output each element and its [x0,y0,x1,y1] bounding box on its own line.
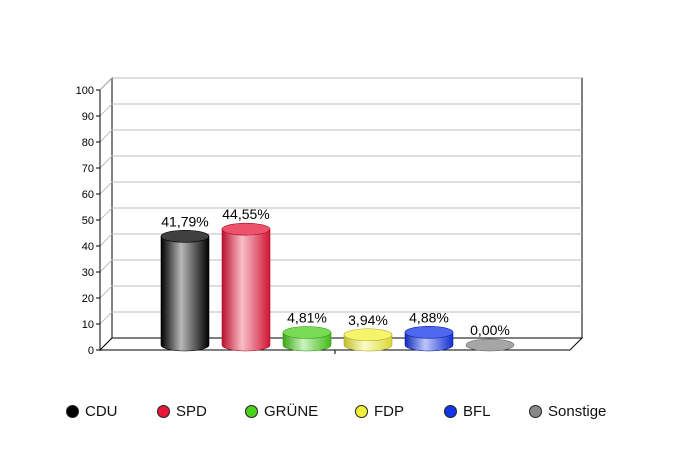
bar-sonstige [465,338,515,352]
legend-item-fdp: FDP [355,400,404,422]
y-tick-label-60: 60 [82,189,94,201]
data-label-sonstige: 0,00% [470,322,510,338]
data-label-bfl: 4,88% [409,309,449,325]
legend: CDU SPD GRÜNE FDP BFL Sonstige [0,400,678,422]
legend-label-spd: SPD [176,402,207,420]
y-tick-label-50: 50 [82,215,94,227]
gridline-100 [99,77,582,91]
gridline-30 [99,259,582,273]
bar-fdp [343,328,393,352]
legend-label-cdu: CDU [85,402,118,420]
gridline-90 [99,103,582,117]
legend-item-bfl: BFL [444,400,491,422]
bar-top-bfl [404,326,454,339]
y-tick-label-70: 70 [82,163,94,175]
bar-top-sonstige [465,338,515,352]
legend-swatch-fdp [355,404,368,418]
legend-swatch-bfl [444,404,457,418]
bar-top-spd [221,222,271,236]
bar-cdu [160,230,210,352]
y-tick-label-90: 90 [82,111,94,123]
y-tick-label-10: 10 [82,319,94,331]
y-tick-label-100: 100 [76,85,94,97]
y-tick-label-0: 0 [88,345,94,357]
y-tick-label-80: 80 [82,137,94,149]
bar-body-spd [221,228,271,352]
legend-label-bfl: BFL [463,402,491,420]
bar-top-fdp [343,328,393,342]
data-label-cdu: 41,79% [161,213,208,229]
bar-bfl [404,326,454,352]
y-tick-label-30: 30 [82,267,94,279]
bar-spd [221,222,271,352]
y-tick-label-20: 20 [82,293,94,305]
gridline-50 [99,207,582,221]
legend-item-gruene: GRÜNE [245,400,318,422]
legend-swatch-cdu [66,404,79,418]
gridline-60 [99,181,582,195]
data-label-fdp: 3,94% [348,312,388,328]
bar-top-gruene [282,326,332,339]
legend-item-sonstige: Sonstige [529,400,606,422]
legend-item-spd: SPD [157,400,207,422]
y-tick-label-40: 40 [82,241,94,253]
legend-label-fdp: FDP [374,402,404,420]
gridline-20 [99,285,582,299]
legend-swatch-sonstige [529,404,542,418]
gridline-70 [99,155,582,169]
legend-label-sonstige: Sonstige [548,402,607,420]
bar-body-cdu [160,236,210,352]
data-label-gruene: 4,81% [287,309,327,325]
legend-item-cdu: CDU [66,400,118,422]
data-label-spd: 44,55% [222,206,269,222]
bar-top-cdu [160,230,210,243]
gridline-10 [99,311,582,325]
bar-gruene [282,326,332,352]
gridline-40 [99,233,582,247]
gridline-80 [99,129,582,143]
legend-label-gruene: GRÜNE [264,402,319,420]
legend-swatch-spd [157,404,170,418]
legend-swatch-gruene [245,404,258,418]
